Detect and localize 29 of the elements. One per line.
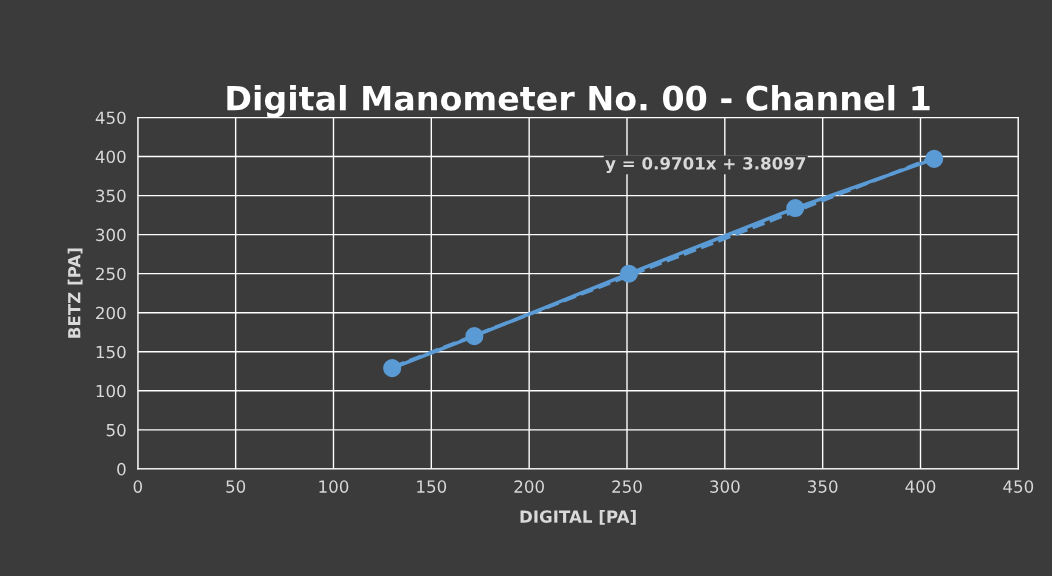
x-tick-label: 200 — [514, 480, 544, 493]
point — [383, 359, 402, 378]
x-axis-title: DIGITAL [PA] — [520, 509, 636, 525]
annotation: y = 0.9701x + 3.8097 — [605, 157, 806, 173]
x-tick-label: 450 — [1003, 480, 1034, 493]
y-tick-label: 150 — [96, 345, 126, 359]
x-tick-label: 300 — [710, 480, 740, 493]
y-tick-label: 100 — [96, 384, 126, 398]
y-tick-label: 200 — [96, 306, 126, 320]
x-tick-label: 400 — [905, 480, 936, 493]
y-tick-label: 350 — [96, 189, 126, 203]
x-tick-label: 0 — [133, 480, 143, 493]
point — [925, 149, 944, 168]
y-tick-label: 400 — [95, 150, 126, 164]
x-tick-label: 150 — [417, 480, 447, 493]
y-axis-title: BETZ [PA] — [67, 248, 83, 338]
y-tick-label: 450 — [95, 111, 126, 125]
y-tick-label: 50 — [106, 423, 126, 437]
chart-title: Digital Manometer No. 00 - Channel 1 — [227, 84, 930, 118]
x-tick-label: 250 — [612, 480, 642, 493]
y-tick-label: 250 — [96, 267, 126, 281]
point — [619, 264, 638, 283]
x-tick-label: 350 — [808, 480, 838, 493]
x-tick-label: 50 — [226, 480, 246, 493]
x-tick-label: 100 — [319, 480, 349, 493]
point — [786, 199, 805, 218]
y-tick-label: 0 — [117, 462, 126, 476]
y-tick-label: 300 — [96, 228, 126, 242]
point — [465, 327, 484, 346]
